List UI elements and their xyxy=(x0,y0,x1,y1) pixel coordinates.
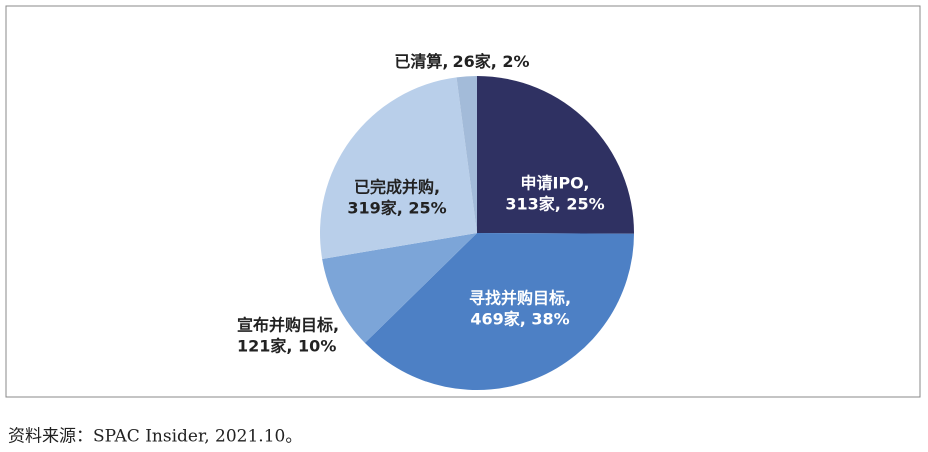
pie-slice xyxy=(364,233,634,390)
category-label: 申请IPO, xyxy=(520,174,589,193)
value-label: 26家, 2% xyxy=(453,52,530,71)
pie-slice xyxy=(322,233,477,343)
slice-label: 已清算, 26家, 2% xyxy=(394,52,529,71)
value-label: 121家, 10% xyxy=(237,337,336,356)
pie-slice xyxy=(456,76,477,233)
category-label: 宣布并购目标, xyxy=(237,316,339,335)
value-label: 469家, 38% xyxy=(470,310,569,329)
pie-slice xyxy=(477,76,634,234)
value-label: 313家, 25% xyxy=(505,195,604,214)
category-label: 已完成并购, xyxy=(354,178,440,197)
source-note: 资料来源：SPAC Insider, 2021.10。 xyxy=(8,427,302,447)
category-label: 已清算, xyxy=(394,52,448,71)
value-label: 319家, 25% xyxy=(347,199,446,218)
pie-slice xyxy=(320,77,477,259)
category-label: 寻找并购目标, xyxy=(469,289,571,308)
